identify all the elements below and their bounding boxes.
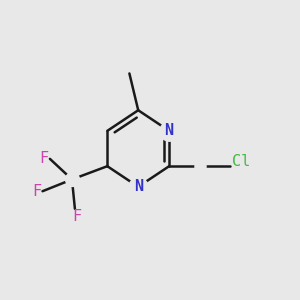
Text: Cl: Cl <box>232 154 251 169</box>
Text: N: N <box>134 179 143 194</box>
Text: F: F <box>39 151 48 166</box>
Text: F: F <box>72 209 81 224</box>
Text: F: F <box>32 184 41 199</box>
Text: N: N <box>165 123 174 138</box>
